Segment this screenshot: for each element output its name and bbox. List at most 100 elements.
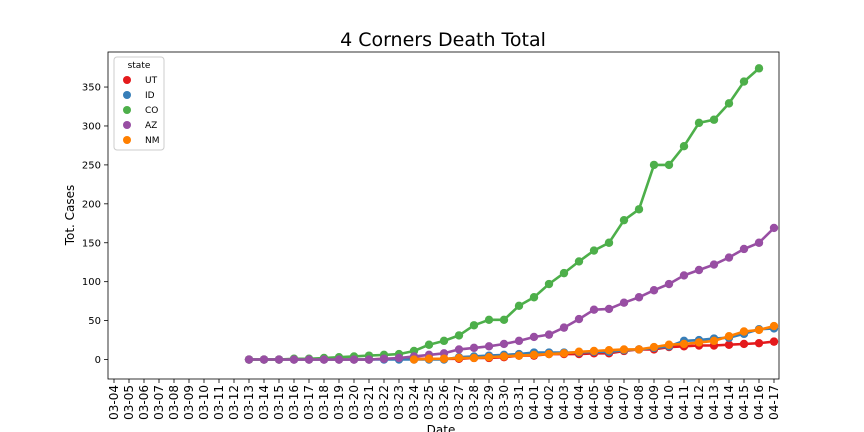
y-tick-label: 250	[82, 160, 101, 171]
y-tick-label: 0	[95, 355, 101, 366]
data-point-nm	[589, 346, 599, 356]
x-tick-label: 03-13	[242, 385, 256, 420]
data-point-az	[664, 279, 674, 289]
y-tick-label: 300	[82, 121, 101, 132]
data-point-az	[709, 260, 719, 269]
x-tick-label: 03-05	[122, 385, 136, 420]
data-point-az	[469, 343, 479, 353]
x-tick-label: 04-13	[707, 385, 721, 420]
x-tick-label: 03-08	[167, 385, 181, 420]
data-point-co	[694, 118, 704, 128]
x-tick-label: 03-24	[407, 385, 421, 420]
data-point-nm	[454, 353, 464, 363]
data-point-az	[364, 355, 374, 364]
data-point-nm	[559, 349, 569, 358]
x-tick-label: 04-11	[677, 385, 691, 420]
x-tick-label: 04-12	[692, 385, 706, 420]
legend-marker-co	[123, 106, 131, 114]
x-tick-label: 04-05	[587, 385, 601, 420]
x-tick-label: 04-04	[572, 385, 586, 420]
x-tick-label: 04-01	[527, 385, 541, 420]
data-point-az	[619, 298, 629, 307]
x-tick-label: 04-16	[752, 385, 766, 420]
data-point-nm	[679, 339, 689, 349]
data-point-nm	[409, 355, 419, 364]
data-point-az	[649, 286, 659, 295]
data-point-az	[349, 355, 359, 364]
data-point-az	[379, 354, 389, 363]
x-tick-label: 03-16	[287, 385, 301, 420]
data-point-nm	[484, 353, 494, 362]
y-tick-label: 150	[82, 238, 101, 249]
data-point-co	[679, 142, 689, 151]
legend-marker-nm	[123, 136, 131, 144]
data-point-az	[304, 355, 314, 364]
x-tick-label: 03-31	[512, 385, 526, 420]
x-tick-label: 04-14	[722, 385, 736, 420]
data-point-az	[484, 342, 494, 351]
data-point-ut	[724, 340, 734, 349]
data-point-nm	[724, 331, 734, 341]
data-point-nm	[634, 345, 644, 354]
y-tick-label: 100	[82, 277, 101, 288]
data-point-ut	[754, 338, 764, 348]
data-point-az	[394, 353, 404, 363]
x-tick-label: 03-09	[182, 385, 196, 420]
data-point-co	[574, 257, 584, 266]
data-point-az	[274, 355, 284, 364]
data-point-az	[769, 223, 779, 233]
x-tick-label: 03-12	[227, 385, 241, 420]
data-point-co	[634, 205, 644, 214]
data-point-nm	[664, 340, 674, 349]
data-point-nm	[739, 327, 749, 336]
data-point-co	[484, 315, 494, 325]
data-point-co	[424, 340, 434, 349]
x-tick-label: 04-03	[557, 385, 571, 420]
data-point-nm	[514, 351, 524, 360]
data-point-nm	[619, 345, 629, 354]
x-axis-label: Date	[427, 423, 456, 432]
legend-label-nm: NM	[145, 136, 160, 146]
x-tick-label: 03-18	[317, 385, 331, 420]
data-point-az	[529, 332, 539, 342]
data-point-az	[259, 355, 269, 364]
x-tick-label: 03-07	[152, 385, 166, 420]
series-layer	[244, 64, 779, 364]
data-point-az	[724, 253, 734, 262]
data-point-az	[289, 355, 299, 364]
x-tick-label: 03-28	[467, 385, 481, 420]
data-point-az	[754, 238, 764, 247]
x-axis: 03-04 03-05 03-06 03-07 03-08 03-09 03-10 03-11…	[107, 379, 781, 420]
data-point-nm	[424, 354, 434, 363]
data-point-nm	[574, 347, 584, 356]
legend-marker-az	[123, 121, 131, 129]
data-point-az	[589, 305, 599, 314]
data-point-nm	[529, 350, 539, 360]
x-tick-label: 04-02	[542, 385, 556, 420]
data-point-co	[649, 160, 659, 170]
data-point-az	[694, 265, 704, 275]
plot-area	[107, 51, 780, 380]
legend-marker-id	[123, 91, 131, 99]
legend-marker-ut	[123, 76, 131, 84]
data-point-co	[739, 77, 749, 86]
y-axis-label: Tot. Cases	[63, 185, 77, 247]
data-point-nm	[754, 325, 764, 335]
data-point-nm	[769, 321, 779, 331]
legend-label-id: ID	[145, 91, 155, 101]
data-point-az	[604, 304, 614, 314]
legend-title: state	[128, 61, 151, 71]
data-point-az	[454, 345, 464, 354]
y-tick-label: 200	[82, 199, 101, 210]
x-tick-label: 03-06	[137, 385, 151, 420]
x-tick-label: 03-27	[452, 385, 466, 420]
x-tick-label: 04-09	[647, 385, 661, 420]
x-tick-label: 03-26	[437, 385, 451, 420]
data-point-az	[739, 244, 749, 254]
x-tick-label: 03-17	[302, 385, 316, 420]
x-tick-label: 03-30	[497, 385, 511, 420]
data-point-az	[574, 314, 584, 324]
data-point-nm	[694, 338, 704, 347]
x-tick-label: 03-10	[197, 385, 211, 420]
data-point-co	[469, 321, 479, 330]
